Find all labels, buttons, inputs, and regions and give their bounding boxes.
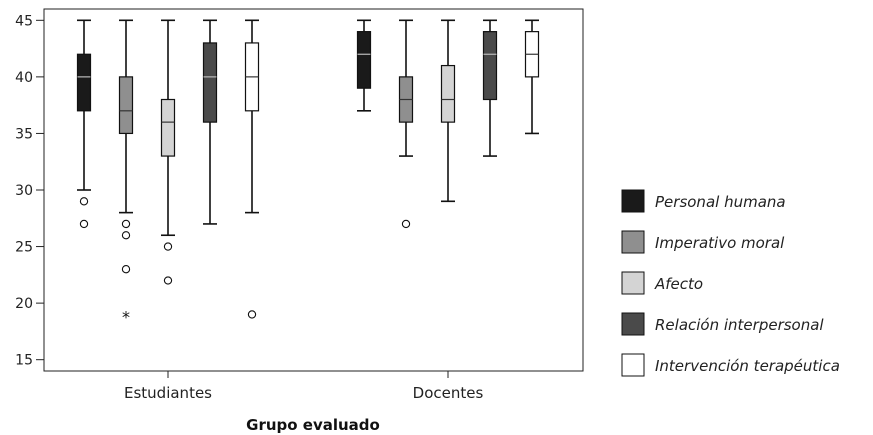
legend-swatch (621, 189, 645, 213)
legend-label: Imperativo moral (655, 234, 785, 252)
outlier-point (121, 265, 131, 274)
box (76, 53, 92, 112)
y-tick-label: 30 (15, 183, 33, 199)
box (160, 98, 176, 157)
box (356, 31, 372, 89)
y-tick-label: 40 (15, 70, 33, 86)
y-tick-label: 20 (15, 296, 33, 312)
boxes-layer: * (76, 19, 540, 326)
box (482, 31, 498, 101)
x-tick-label: Estudiantes (124, 384, 212, 402)
box (202, 42, 218, 123)
x-axis-title: Grupo evaluado (246, 416, 380, 434)
legend-swatch (621, 230, 645, 254)
outlier-point (401, 219, 411, 229)
outlier-point (79, 197, 89, 206)
outlier-point (121, 231, 131, 240)
x-axis: Estudiantes Docentes (124, 371, 483, 402)
legend-label: Intervención terapéutica (655, 357, 840, 375)
box (118, 76, 134, 135)
outlier-point (163, 242, 173, 251)
legend-label: Relación interpersonal (655, 316, 824, 334)
legend-label: Personal humana (655, 193, 786, 211)
legend: Personal humana Imperativo moral Afecto Rel… (621, 189, 840, 377)
box (440, 64, 456, 123)
x-tick-label: Docentes (413, 384, 484, 402)
legend-swatch (621, 312, 645, 336)
legend-label: Afecto (654, 275, 703, 293)
y-axis: 15 20 25 30 35 40 45 (15, 13, 44, 369)
outlier-point (163, 276, 173, 285)
legend-swatch (621, 271, 645, 295)
y-tick-label: 25 (15, 240, 33, 256)
extreme-point: * (122, 307, 130, 326)
outlier-point (247, 310, 257, 319)
y-tick-label: 45 (15, 13, 33, 29)
y-tick-label: 35 (15, 126, 33, 142)
y-tick-label: 15 (15, 353, 33, 369)
outlier-point (121, 219, 131, 229)
outlier-point (79, 219, 89, 229)
legend-swatch (621, 353, 645, 377)
